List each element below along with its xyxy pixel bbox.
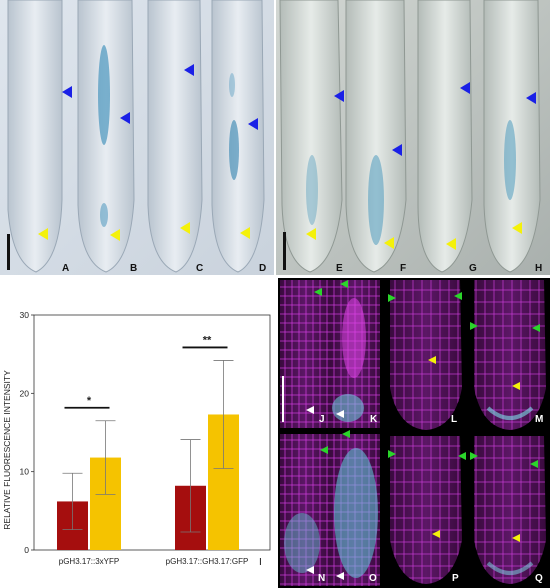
category-label: pGH3.17::3xYFP: [59, 557, 119, 566]
gus-staining-panels-a-d: A B C D: [0, 0, 274, 275]
green-arrowhead-icon: [388, 294, 396, 302]
y-tick-label: 30: [20, 310, 30, 320]
panel-label-q: Q: [535, 573, 543, 584]
green-arrowhead-icon: [532, 324, 540, 332]
white-arrowhead-icon: [306, 566, 314, 574]
blue-arrowhead-icon: [392, 144, 402, 156]
yellow-arrowhead-icon: [512, 534, 520, 542]
scale-bar: [7, 234, 10, 270]
panel-label-n: N: [318, 573, 326, 584]
panel-label-p: P: [452, 573, 459, 584]
panel-label-o: O: [369, 573, 377, 584]
panel-label-a: A: [62, 263, 70, 274]
white-arrowhead-icon: [336, 410, 344, 418]
panel-label-d: D: [259, 263, 267, 274]
gus-staining-panels-e-h: E F G H: [276, 0, 550, 275]
green-arrowhead-icon: [454, 292, 462, 300]
blue-arrowhead-icon: [62, 86, 72, 98]
root-images-a-d: [0, 0, 274, 275]
blue-arrowhead-icon: [460, 82, 470, 94]
blue-arrowhead-icon: [334, 90, 344, 102]
y-tick-label: 20: [20, 388, 30, 398]
plot-frame: [33, 314, 271, 551]
yellow-arrowhead-icon: [110, 229, 120, 241]
panel-label-e: E: [336, 263, 343, 274]
panel-label-b: B: [130, 263, 138, 274]
yellow-arrowhead-icon: [240, 227, 250, 239]
panel-label-m: M: [535, 414, 544, 425]
green-arrowhead-icon: [314, 288, 322, 296]
green-arrowhead-icon: [458, 452, 466, 460]
green-arrowhead-icon: [470, 452, 478, 460]
green-arrowhead-icon: [530, 460, 538, 468]
panel-label-i: I: [259, 557, 262, 568]
confocal-panels-j-q: J K L M N O P Q: [278, 278, 550, 588]
yellow-arrowhead-icon: [446, 238, 456, 250]
blue-arrowhead-icon: [184, 64, 194, 76]
white-arrowhead-icon: [306, 406, 314, 414]
blue-arrowhead-icon: [248, 118, 258, 130]
root-images-e-h: [276, 0, 550, 275]
yellow-arrowhead-icon: [428, 356, 436, 364]
scale-bar: [283, 232, 286, 270]
green-arrowhead-icon: [340, 280, 348, 288]
panel-label-k: K: [370, 414, 378, 425]
y-axis-label: RELATIVE FLUORESCENCE INTENSITY: [2, 370, 12, 530]
y-tick-label: 10: [20, 467, 30, 477]
yellow-arrowhead-icon: [306, 228, 316, 240]
panel-label-h: H: [535, 263, 543, 274]
green-arrowhead-icon: [470, 322, 478, 330]
significance-label: **: [203, 334, 212, 346]
white-arrowhead-icon: [336, 572, 344, 580]
significance-label: *: [87, 395, 92, 407]
category-label: pGH3.17::GH3.17:GFP: [166, 557, 249, 566]
panel-label-l: L: [451, 414, 458, 425]
yellow-arrowhead-icon: [512, 222, 522, 234]
yellow-arrowhead-icon: [180, 222, 190, 234]
fluorescence-bar-chart: * ** 0 10 20 30 pGH3.17::3xYFP pGH3.17::GH3.1…: [0, 285, 275, 588]
scale-bar: [282, 376, 284, 422]
yellow-arrowhead-icon: [384, 237, 394, 249]
panel-label-j: J: [319, 414, 325, 425]
panel-label-g: G: [469, 263, 477, 274]
yellow-arrowhead-icon: [38, 228, 48, 240]
green-arrowhead-icon: [388, 450, 396, 458]
panel-label-c: C: [196, 263, 204, 274]
blue-arrowhead-icon: [526, 92, 536, 104]
yellow-arrowhead-icon: [432, 530, 440, 538]
green-arrowhead-icon: [342, 430, 350, 438]
panel-label-f: F: [400, 263, 407, 274]
green-arrowhead-icon: [320, 446, 328, 454]
confocal-images: [278, 278, 550, 588]
yellow-arrowhead-icon: [512, 382, 520, 390]
y-tick-label: 0: [24, 545, 29, 555]
blue-arrowhead-icon: [120, 112, 130, 124]
